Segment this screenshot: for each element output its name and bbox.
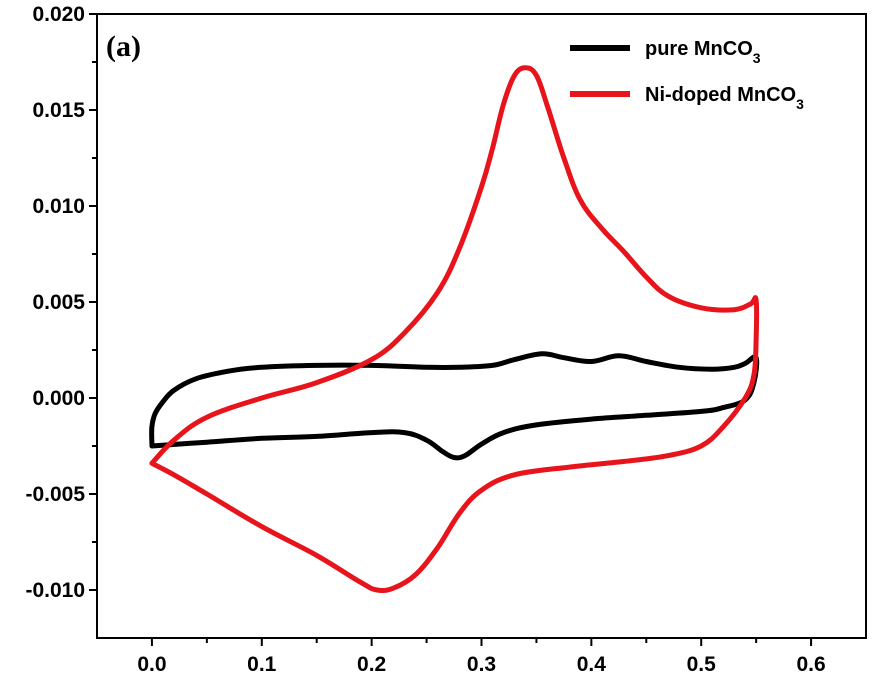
legend-label: Ni-doped MnCO3 — [645, 84, 804, 112]
plot-frame — [96, 13, 867, 639]
x-tick-label: 0.1 — [247, 653, 277, 676]
y-tick-label: -0.005 — [25, 483, 85, 506]
y-tick-label: 0.000 — [32, 387, 85, 410]
panel-label: (a) — [106, 30, 141, 63]
series-line-1 — [149, 65, 760, 594]
x-tick-label: 0.6 — [796, 653, 825, 676]
x-tick-label: 0.5 — [687, 653, 717, 676]
series-layer — [149, 65, 760, 594]
x-tick-label: 0.3 — [467, 653, 496, 676]
y-tick-label: 0.005 — [32, 291, 85, 314]
y-tick-label: 0.010 — [32, 195, 85, 218]
series-line-0 — [149, 351, 760, 461]
legend-label: pure MnCO3 — [645, 38, 761, 66]
y-tick-label: -0.010 — [25, 579, 85, 602]
x-tick-label: 0.4 — [577, 653, 607, 676]
y-tick-label: 0.015 — [32, 99, 85, 122]
y-tick-label: 0.020 — [32, 3, 85, 26]
axes: 0.0 0.1 0.2 0.3 0.4 0.5 0.6 0.020 0.015 0.010 0.00… — [25, 3, 825, 676]
x-tick-label: 0.2 — [357, 653, 386, 676]
x-tick-label: 0.0 — [137, 653, 166, 676]
legend: pure MnCO3 Ni-doped MnCO3 — [570, 38, 804, 112]
